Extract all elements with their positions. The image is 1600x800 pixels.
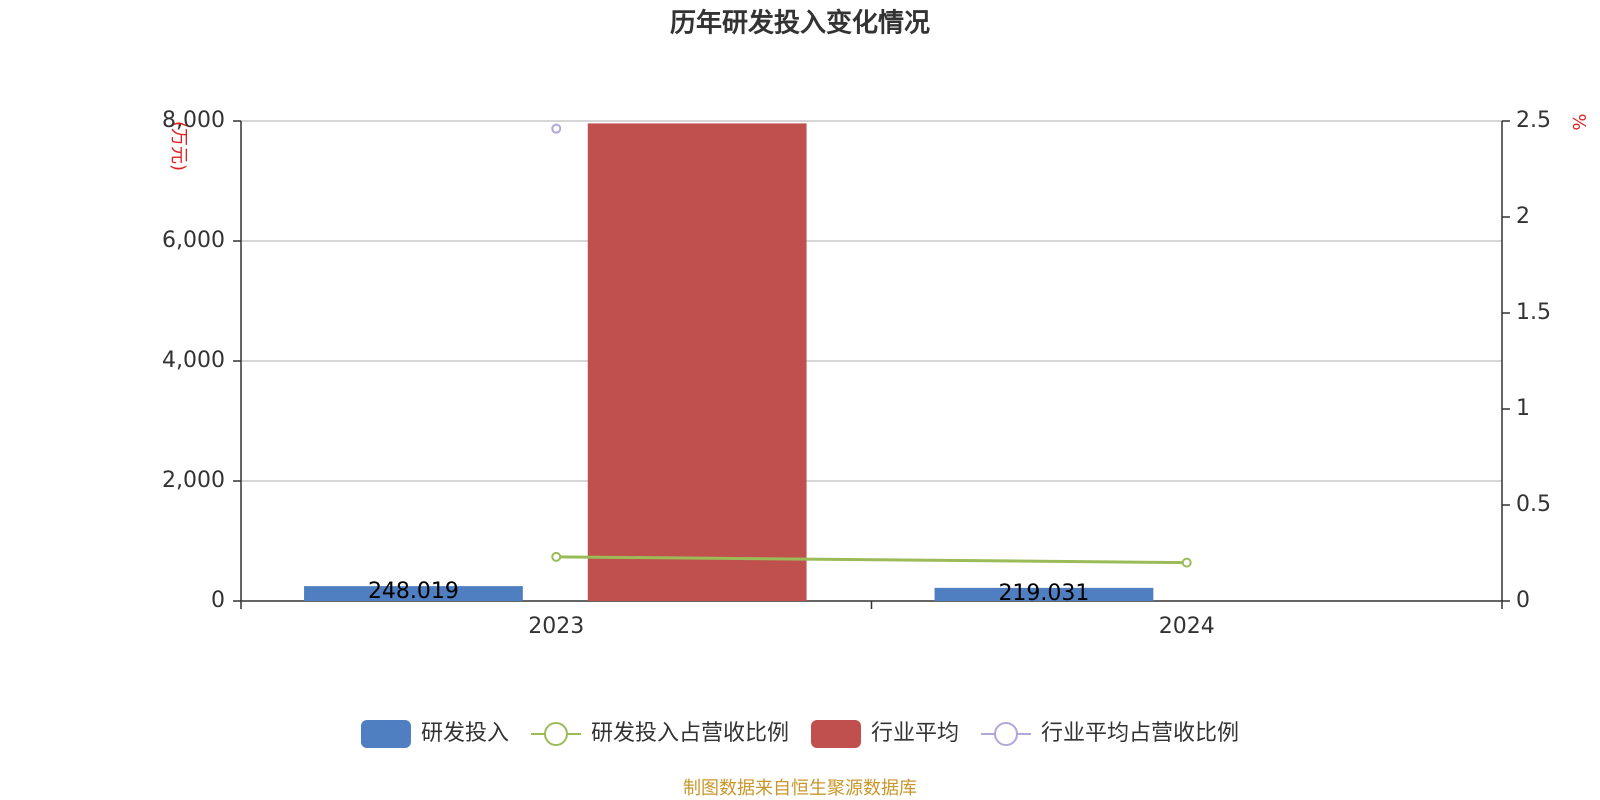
- legend-label: 研发投入占营收比例: [591, 721, 789, 746]
- x-tick-label: 2024: [1159, 614, 1215, 639]
- y2-tick-label: 0: [1516, 588, 1530, 613]
- point: [551, 551, 562, 562]
- data-label: 248.019: [368, 579, 459, 604]
- point: [1181, 557, 1192, 568]
- legend-swatch: [811, 720, 861, 748]
- legend-label: 研发投入: [421, 721, 509, 746]
- legend-item: 行业平均占营收比例: [981, 721, 1239, 746]
- y2-tick-label: 1.5: [1516, 300, 1551, 325]
- y-axis-label: (万元): [168, 121, 189, 171]
- legend-label: 行业平均占营收比例: [1041, 721, 1239, 746]
- line: [556, 555, 1187, 565]
- bar: [934, 587, 1154, 601]
- y-tick-label: 6,000: [162, 228, 225, 253]
- y-tick-label: 0: [211, 588, 225, 613]
- legend-item: 研发投入占营收比例: [530, 721, 789, 746]
- y2-tick-label: 2.5: [1516, 108, 1551, 133]
- x-tick-label: 2023: [528, 614, 584, 639]
- data-label: 219.031: [998, 581, 1089, 606]
- bar: [304, 586, 523, 601]
- legend-swatch: [360, 720, 411, 748]
- bar: [587, 123, 807, 602]
- legend-item: 研发投入: [360, 720, 509, 748]
- y-tick-label: 4,000: [162, 348, 225, 373]
- legend-item: 行业平均: [811, 720, 959, 748]
- y-tick-label: 8,000: [162, 108, 225, 133]
- chart-title: 历年研发投入变化情况: [670, 8, 930, 39]
- y2-axis-label: %: [1568, 113, 1589, 130]
- point: [551, 123, 562, 134]
- legend-swatch: [994, 722, 1019, 746]
- y2-tick-label: 1: [1516, 396, 1530, 421]
- legend-label: 行业平均: [871, 721, 959, 746]
- legend-swatch: [543, 722, 568, 746]
- y2-tick-label: 0.5: [1516, 492, 1551, 517]
- source-note: 制图数据来自恒生聚源数据库: [683, 778, 917, 799]
- y2-tick-label: 2: [1516, 204, 1530, 229]
- y-tick-label: 2,000: [162, 468, 225, 493]
